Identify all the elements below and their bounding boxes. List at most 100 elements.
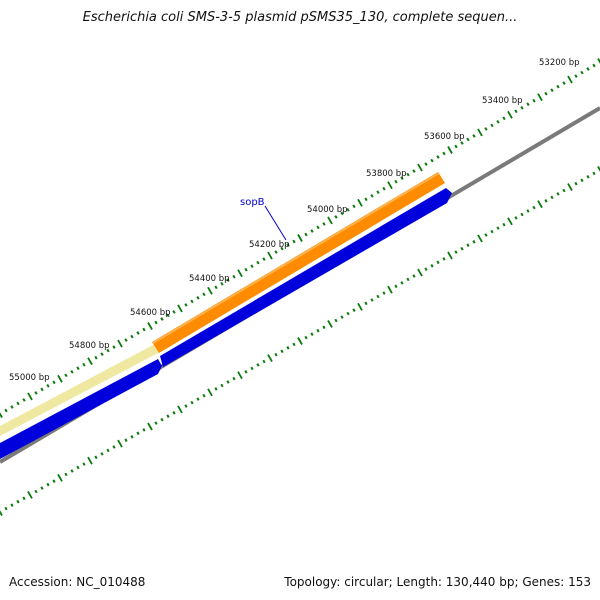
minor-tick-mark [526,209,530,213]
minor-tick-mark [334,318,338,323]
minor-tick-mark [4,506,8,511]
minor-tick-mark [550,88,554,93]
minor-tick-mark [466,137,470,142]
minor-tick-mark [220,281,224,286]
minor-tick-mark [4,408,8,413]
minor-tick-mark [310,332,314,336]
minor-tick-mark [154,320,158,325]
minor-tick-mark [496,226,500,230]
minor-tick-mark [532,205,536,210]
minor-tick-mark [352,204,356,209]
minor-tick-mark [154,421,158,425]
minor-tick-mark [202,292,206,297]
gene-feature-sopB[interactable] [152,172,445,353]
minor-tick-mark [556,84,560,89]
major-tick-mark [177,405,183,414]
tick-label: 55000 bp [9,373,50,383]
minor-tick-mark [82,362,86,367]
minor-tick-mark [262,359,266,364]
minor-tick-mark [412,169,416,173]
minor-tick-mark [490,229,494,234]
major-tick-mark [147,422,153,431]
minor-tick-mark [562,81,566,85]
minor-tick-mark [430,158,434,163]
major-tick-mark [447,251,453,260]
gene-label-leader [264,205,287,241]
minor-tick-mark [244,267,248,272]
minor-tick-mark [352,308,356,312]
major-tick-mark [537,200,543,209]
minor-tick-mark [124,338,128,342]
major-tick-mark [267,251,273,260]
minor-tick-mark [364,301,368,306]
minor-tick-mark [232,274,236,279]
minor-tick-mark [310,229,314,233]
minor-tick-mark [190,400,194,405]
major-tick-mark [327,319,333,328]
major-tick-mark [537,93,543,102]
minor-tick-mark [196,295,200,300]
inner-tick-ring [0,166,600,516]
minor-tick-mark [184,404,188,408]
major-tick-mark [357,198,363,207]
minor-tick-mark [22,496,26,501]
cds-feature-left[interactable] [0,359,162,459]
minor-tick-mark [412,274,416,278]
minor-tick-mark [556,192,560,196]
minor-tick-mark [586,175,590,179]
major-tick-mark [417,268,423,277]
minor-tick-mark [34,391,38,395]
minor-tick-mark [544,91,548,96]
cds-feature-right[interactable] [160,188,452,367]
minor-tick-mark [232,376,236,381]
minor-tick-mark [574,181,578,186]
tick-label: 53200 bp [539,58,580,68]
minor-tick-mark [316,225,320,230]
minor-tick-mark [340,211,344,216]
minor-tick-mark [184,303,188,307]
minor-tick-mark [64,472,68,477]
minor-tick-mark [172,310,176,314]
minor-tick-mark [94,355,98,360]
major-tick-mark [297,234,303,242]
minor-tick-mark [472,134,476,138]
major-tick-mark [57,473,63,482]
minor-tick-mark [406,277,410,282]
gene-label-sopB[interactable]: sopB [240,197,265,208]
minor-tick-mark [574,74,578,78]
minor-tick-mark [22,398,26,402]
minor-tick-mark [316,328,320,333]
minor-tick-mark [466,243,470,247]
minor-tick-mark [550,195,554,200]
map-title: Escherichia coli SMS-3-5 plasmid pSMS35_… [82,10,518,25]
minor-tick-mark [562,188,566,193]
major-tick-mark [477,234,483,243]
tick-labels: 53200 bp 53400 bp 53600 bp 53800 bp 5400… [9,58,580,383]
minor-tick-mark [76,366,80,371]
minor-tick-mark [112,445,116,449]
minor-tick-mark [136,331,140,335]
minor-tick-mark [214,285,218,290]
minor-tick-mark [256,363,260,367]
minor-tick-mark [346,207,350,212]
minor-tick-mark [130,334,134,339]
gene-feature-pale[interactable] [0,344,160,436]
major-tick-mark [237,371,243,380]
tick-label: 53600 bp [424,132,465,142]
minor-tick-mark [592,63,596,68]
minor-tick-mark [460,246,464,251]
minor-tick-mark [400,176,404,181]
minor-tick-mark [286,346,290,350]
minor-tick-mark [334,215,338,219]
major-tick-mark [27,392,33,401]
minor-tick-mark [340,315,344,319]
accession-text: Accession: NC_010488 [9,575,146,589]
major-tick-mark [117,339,123,348]
minor-tick-mark [94,455,98,460]
minor-tick-mark [256,260,260,265]
minor-tick-mark [250,264,254,269]
minor-tick-mark [106,448,110,453]
topology-summary: Topology: circular; Length: 130,440 bp; … [284,575,591,589]
minor-tick-mark [454,250,458,254]
minor-tick-mark [226,278,230,283]
